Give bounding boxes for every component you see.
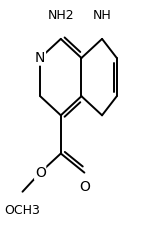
Text: NH: NH	[93, 9, 111, 22]
Text: N: N	[35, 51, 45, 65]
Text: O: O	[35, 166, 46, 180]
Text: O: O	[79, 180, 90, 194]
Text: OCH3: OCH3	[5, 204, 40, 217]
Text: NH2: NH2	[48, 9, 74, 22]
